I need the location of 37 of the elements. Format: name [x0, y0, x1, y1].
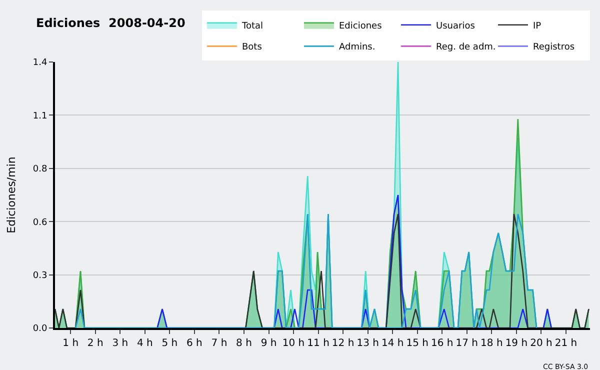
legend-label: Total [241, 21, 264, 32]
x-tick-label: 18 h [480, 338, 503, 349]
x-tick-label: 14 h [381, 338, 404, 349]
legend-label: Usuarios [436, 21, 476, 32]
x-tick-label: 6 h [186, 338, 202, 349]
y-tick-label: 0.6 [32, 218, 48, 228]
chart-title: Ediciones 2008-04-20 [36, 16, 186, 30]
x-tick-label: 8 h [236, 338, 252, 349]
legend-label: Admins. [339, 42, 376, 53]
x-tick-label: 15 h [406, 338, 428, 349]
x-tick-label: 3 h [112, 338, 128, 349]
x-tick-label: 11 h [307, 338, 330, 349]
x-tick-label: 10 h [282, 338, 305, 349]
legend-label: Ediciones [339, 21, 382, 32]
x-tick-label: 2 h [87, 338, 104, 349]
x-tick-label: 19 h [505, 338, 528, 349]
x-tick-label: 12 h [332, 338, 354, 349]
x-tick-label: 16 h [431, 338, 454, 349]
y-tick-label: 0.0 [32, 324, 48, 334]
legend-label: IP [533, 21, 542, 32]
x-tick-label: 13 h [356, 338, 379, 349]
legend-label: Bots [242, 42, 262, 53]
y-tick-label: 1.1 [32, 111, 48, 122]
x-tick-label: 1 h [62, 338, 79, 349]
x-tick-label: 9 h [260, 338, 277, 349]
legend-label: Reg. de adm. [436, 42, 496, 53]
x-tick-label: 5 h [162, 338, 178, 349]
y-tick-label: 0.3 [32, 270, 48, 281]
legend-label: Registros [533, 42, 575, 53]
y-tick-label: 0.8 [32, 164, 48, 175]
x-tick-label: 17 h [456, 338, 478, 349]
y-axis-title: Ediciones/min [5, 156, 18, 234]
x-tick-label: 20 h [530, 338, 552, 349]
x-tick-label: 4 h [136, 338, 153, 349]
x-tick-label: 21 h [554, 338, 578, 349]
x-tick-label: 7 h [211, 338, 228, 349]
y-tick-label: 1.4 [32, 58, 48, 68]
